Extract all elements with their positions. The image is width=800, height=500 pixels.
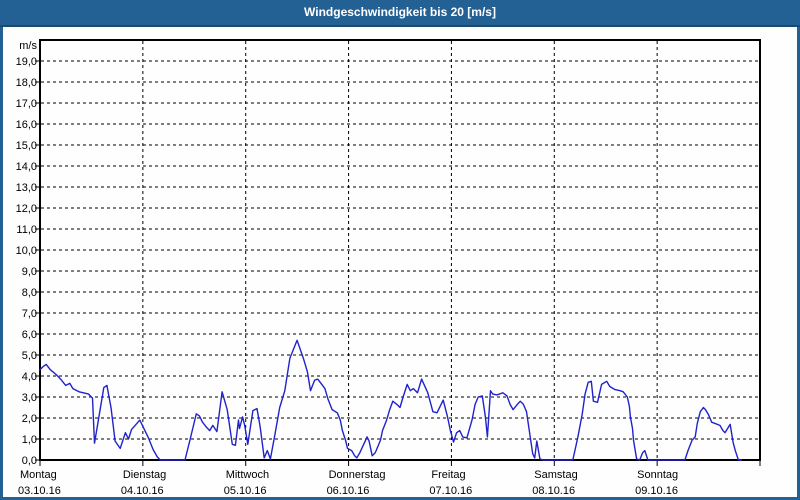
- x-axis-date-label: 04.10.16: [121, 485, 164, 497]
- y-axis-label: 12,0: [16, 203, 37, 215]
- y-axis-label: 2,0: [22, 413, 37, 425]
- x-axis-day-label: Sonntag: [637, 469, 678, 481]
- y-axis-label: 19,0: [16, 56, 37, 68]
- y-axis-label: 6,0: [22, 329, 37, 341]
- y-axis-label: 17,0: [16, 98, 37, 110]
- window-frame-right: [797, 27, 800, 500]
- y-axis-label: 5,0: [22, 350, 37, 362]
- y-axis-label: 18,0: [16, 77, 37, 89]
- y-axis-label: 8,0: [22, 287, 37, 299]
- x-axis-day-label: Mittwoch: [226, 469, 269, 481]
- x-axis-day-label: Freitag: [431, 469, 465, 481]
- x-axis-date-label: 03.10.16: [18, 485, 61, 497]
- y-axis-label: 4,0: [22, 371, 37, 383]
- plot-border: [39, 39, 761, 461]
- x-axis-day-label: Dienstag: [123, 469, 166, 481]
- y-axis-label: 11,0: [16, 224, 37, 236]
- y-axis-label: 7,0: [22, 308, 37, 320]
- y-axis-unit-label: m/s: [19, 40, 37, 52]
- x-axis-date-label: 09.10.16: [635, 485, 678, 497]
- x-axis-date-label: 06.10.16: [327, 485, 370, 497]
- y-axis-label: 0,0: [22, 455, 37, 467]
- x-axis-day-label: Samstag: [534, 469, 577, 481]
- y-axis-label: 1,0: [22, 434, 37, 446]
- y-axis-label: 9,0: [22, 266, 37, 278]
- x-axis-date-label: 07.10.16: [429, 485, 472, 497]
- y-axis-label: 15,0: [16, 140, 37, 152]
- x-axis-date-label: 05.10.16: [224, 485, 267, 497]
- chart-title-bar: Windgeschwindigkeit bis 20 [m/s]: [0, 0, 800, 27]
- wind-speed-line: [39, 339, 743, 461]
- y-axis-label: 14,0: [16, 161, 37, 173]
- x-axis-day-label: Donnerstag: [329, 469, 386, 481]
- window-frame-left: [0, 27, 3, 500]
- y-axis-label: 13,0: [16, 182, 37, 194]
- x-axis-day-label: Montag: [20, 469, 57, 481]
- y-axis-label: 3,0: [22, 392, 37, 404]
- y-axis-label: 16,0: [16, 119, 37, 131]
- x-axis-date-label: 08.10.16: [532, 485, 575, 497]
- y-axis-label: 10,0: [16, 245, 37, 257]
- chart-title: Windgeschwindigkeit bis 20 [m/s]: [304, 5, 496, 19]
- window-frame-bottom: [0, 497, 800, 500]
